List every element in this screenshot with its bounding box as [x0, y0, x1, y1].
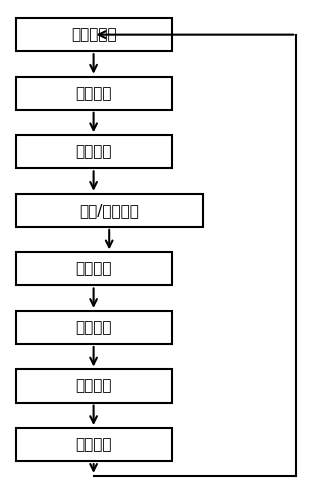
Text: 转辙计数: 转辙计数: [76, 379, 112, 393]
FancyBboxPatch shape: [16, 135, 172, 168]
Text: 故障累计: 故障累计: [76, 437, 112, 452]
Text: 转辙计时: 转辙计时: [76, 262, 112, 276]
FancyBboxPatch shape: [16, 77, 172, 110]
FancyBboxPatch shape: [16, 194, 203, 227]
FancyBboxPatch shape: [16, 428, 172, 461]
Text: 锁定计时: 锁定计时: [76, 320, 112, 335]
FancyBboxPatch shape: [16, 252, 172, 285]
Text: 程序初始化: 程序初始化: [71, 27, 116, 42]
FancyBboxPatch shape: [16, 18, 172, 51]
Text: 挠曲/挠直计时: 挠曲/挠直计时: [79, 203, 139, 218]
Text: 故障报警: 故障报警: [76, 86, 112, 101]
FancyBboxPatch shape: [16, 369, 172, 403]
Text: 解锁计时: 解锁计时: [76, 144, 112, 159]
FancyBboxPatch shape: [16, 311, 172, 344]
